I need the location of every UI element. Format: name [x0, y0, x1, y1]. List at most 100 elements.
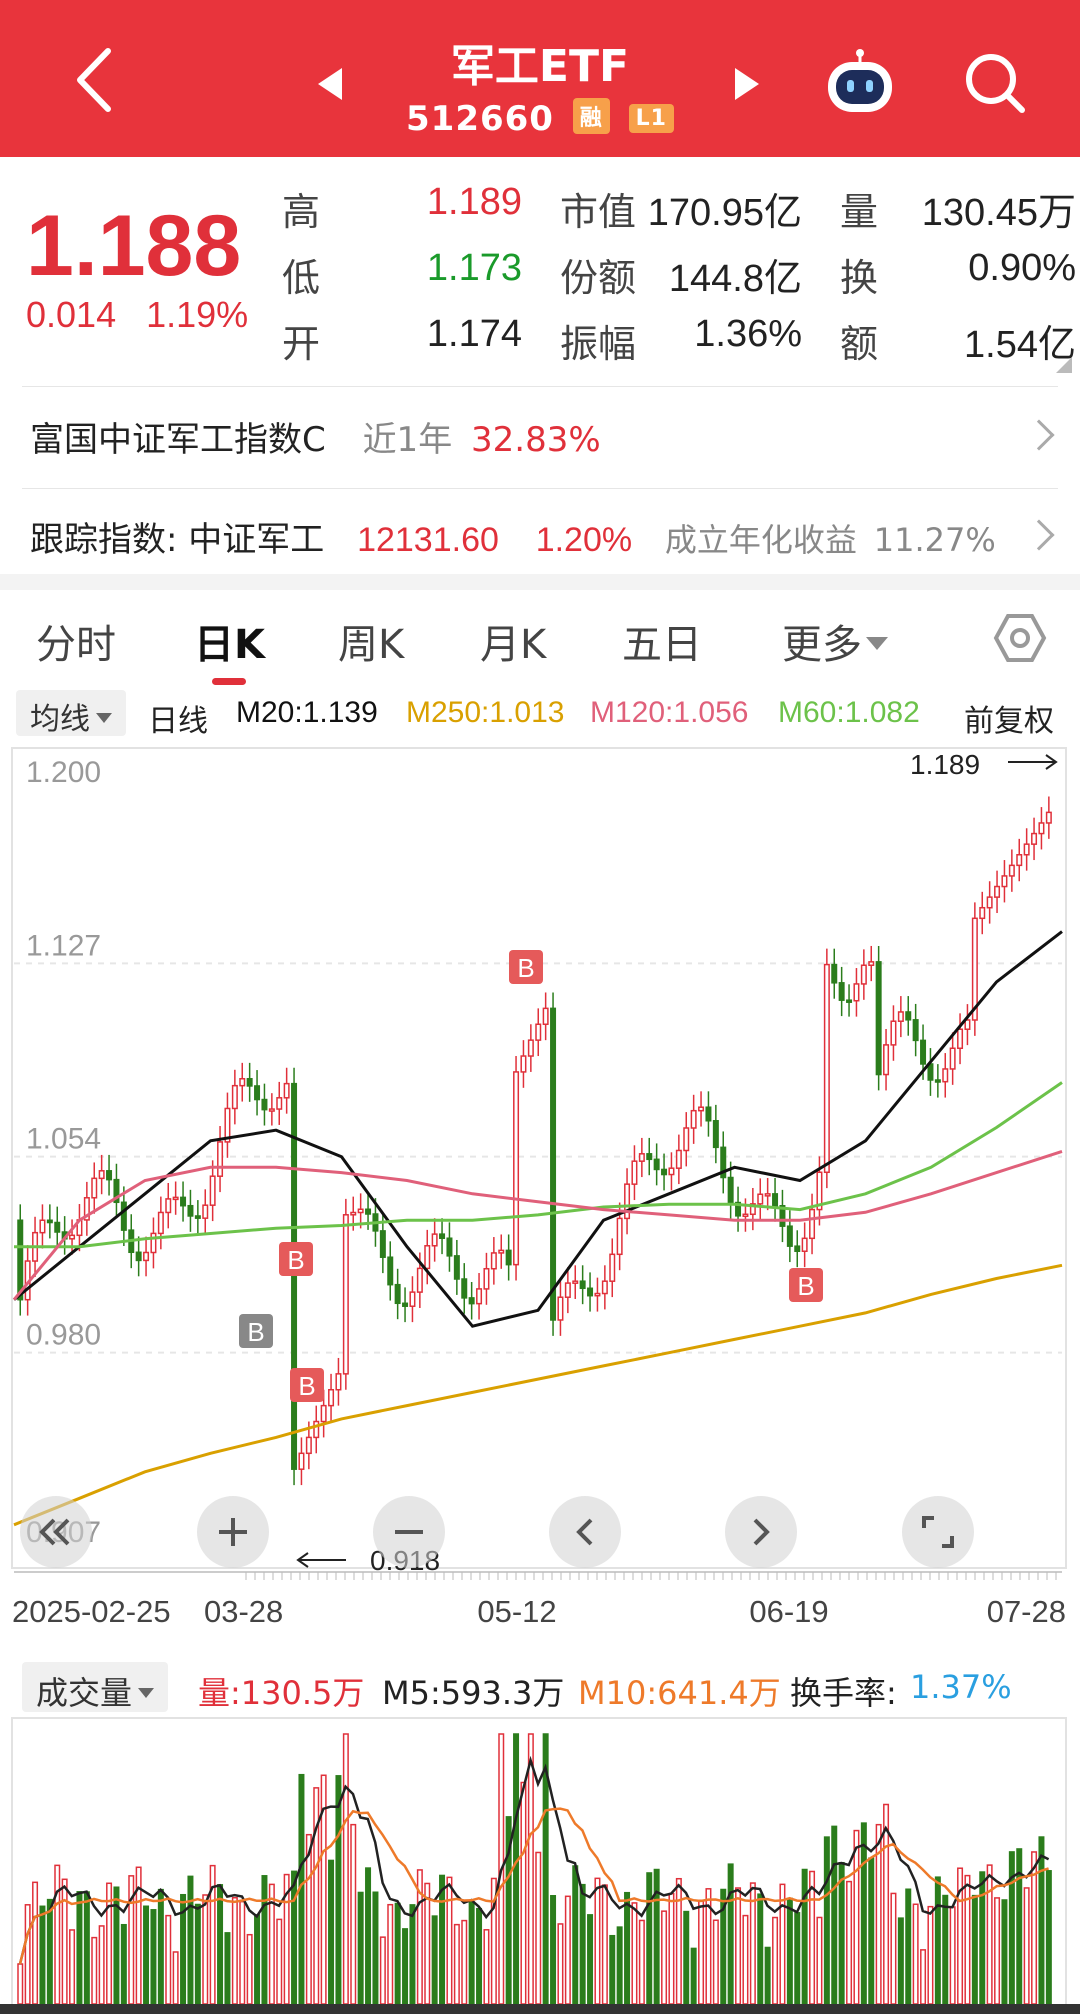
buy-marker — [509, 950, 543, 984]
volume-bar — [890, 1892, 897, 2005]
prev-security-icon[interactable] — [318, 68, 342, 100]
y-tick-label: 1.200 — [26, 756, 101, 789]
tab-intraday[interactable]: 分时 — [36, 622, 116, 668]
candle-body — [150, 1232, 157, 1254]
chevron-right-icon[interactable] — [1023, 419, 1055, 451]
volume-bar — [513, 1733, 520, 2005]
search-icon[interactable] — [962, 50, 1028, 116]
chart-frame — [11, 747, 1067, 1569]
robot-assistant-icon[interactable] — [822, 48, 898, 118]
candle-body — [779, 1205, 786, 1227]
candle-body — [794, 1245, 801, 1252]
candle-body — [246, 1078, 253, 1087]
expand-corner-icon[interactable] — [1056, 357, 1072, 373]
volume-bar — [860, 1822, 867, 2005]
security-code-row: 512660 融 L1 — [0, 98, 1080, 139]
candle-body — [705, 1106, 712, 1122]
candle-body — [920, 1039, 927, 1065]
volume-bar — [187, 1875, 194, 2005]
fullscreen-button[interactable] — [902, 1496, 974, 1568]
volume-bar — [816, 1916, 823, 2005]
candle-body — [453, 1255, 460, 1280]
chevron-right-icon[interactable] — [1023, 519, 1055, 551]
candle-body — [949, 1047, 956, 1070]
zoom-in-button[interactable] — [197, 1496, 269, 1568]
volume-bar — [638, 1919, 645, 2005]
tracking-index-row[interactable]: 跟踪指数: 中证军工 12131.60 1.20% 成立年化收益 11.27% — [30, 512, 996, 561]
candle-body — [416, 1267, 423, 1293]
plus-icon — [219, 1518, 247, 1546]
tab-five-day[interactable]: 五日 — [622, 622, 702, 668]
candle-body — [594, 1292, 601, 1297]
volume-bar — [934, 1876, 941, 2005]
scroll-right-button[interactable] — [725, 1496, 797, 1568]
minus-icon — [395, 1530, 423, 1534]
back-arrow-icon[interactable] — [70, 45, 120, 115]
adjust-mode[interactable]: 前复权 — [964, 705, 1054, 738]
related-fund-row[interactable]: 富国中证军工指数C 近1年 32.83% — [30, 412, 601, 461]
ma-line-m120 — [12, 1149, 1063, 1301]
candle-body — [1038, 822, 1045, 835]
volume-bar — [143, 1905, 150, 2005]
annualized-return-label: 成立年化收益 — [664, 521, 857, 559]
volume-bar — [986, 1864, 993, 2005]
candle-body — [890, 1020, 897, 1046]
candle-body — [335, 1373, 342, 1391]
candle-body — [557, 1296, 564, 1321]
chevron-right-icon — [753, 1518, 770, 1546]
volume-bar — [971, 1894, 978, 2005]
market-cap-label: 市值 — [560, 190, 637, 234]
settings-hexagon-icon[interactable] — [992, 610, 1048, 666]
volume-bar — [720, 1888, 727, 2005]
related-fund-name: 富国中证军工指数C — [30, 420, 326, 460]
tab-more[interactable]: 更多 — [782, 612, 888, 670]
candle-body — [431, 1233, 438, 1247]
volume-bar — [742, 1914, 749, 2005]
zoom-out-button[interactable] — [373, 1496, 445, 1568]
volume-selector[interactable]: 成交量 — [22, 1662, 169, 1712]
tab-daily-k[interactable]: 日K — [194, 622, 265, 668]
volume-bar — [335, 1775, 342, 2005]
volume-bar — [1038, 1836, 1045, 2005]
volume-bar — [1001, 1899, 1008, 2005]
candle-body — [350, 1211, 357, 1216]
volume-legend: 成交量 量:130.5万 M5:593.3万 M10:641.4万 换手率: 1… — [0, 1660, 1080, 1716]
candle-body — [313, 1420, 320, 1439]
candle-body — [446, 1237, 453, 1257]
volume-bar — [239, 1900, 246, 2005]
volume-value: 量:130.5万 — [198, 1674, 365, 1712]
x-tick-label: 03-28 — [204, 1594, 284, 1629]
scroll-to-start-button[interactable] — [20, 1496, 92, 1568]
tab-more-label: 更多 — [782, 622, 862, 668]
volume-bar — [431, 1915, 438, 2005]
ma-selector[interactable]: 均线 — [16, 690, 126, 737]
divider — [22, 488, 1058, 489]
volume-bar — [883, 1803, 890, 2005]
shares-label: 份额 — [560, 256, 637, 300]
candle-body — [54, 1221, 61, 1233]
candle-body — [468, 1297, 475, 1305]
candle-body — [202, 1204, 209, 1219]
scroll-left-button[interactable] — [549, 1496, 621, 1568]
candle-body — [964, 1019, 971, 1030]
candle-body — [927, 1063, 934, 1081]
volume-bar — [246, 1933, 253, 2005]
tab-monthly-k[interactable]: 月K — [480, 622, 547, 668]
candle-body — [550, 1007, 557, 1321]
volume-bar — [276, 1918, 283, 2005]
candle-body — [786, 1225, 793, 1247]
next-security-icon[interactable] — [735, 68, 759, 100]
volume-bar — [994, 1897, 1001, 2005]
volume-bar — [291, 1870, 298, 2005]
volume-bar — [446, 1876, 453, 2005]
volume-bar — [150, 1909, 157, 2005]
candle-body — [912, 1019, 919, 1042]
candle-body — [365, 1208, 372, 1215]
turnover-label: 换 — [840, 256, 879, 300]
volume-bar — [69, 1929, 76, 2005]
active-tab-indicator — [212, 678, 246, 685]
tab-weekly-k[interactable]: 周K — [338, 622, 405, 668]
candle-body — [224, 1107, 231, 1143]
open-label: 开 — [282, 322, 321, 366]
